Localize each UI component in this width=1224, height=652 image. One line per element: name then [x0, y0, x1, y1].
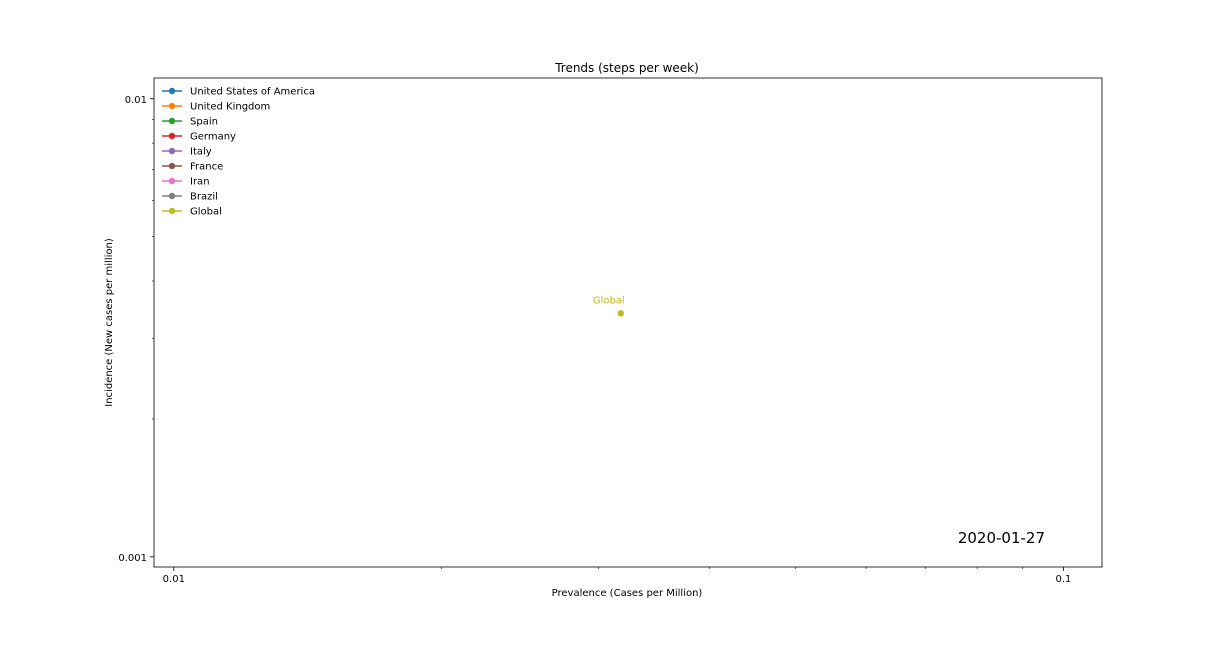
- y-tick-label: 0.01: [125, 95, 147, 106]
- legend-marker: [168, 147, 176, 155]
- date-label: 2020-01-27: [958, 529, 1045, 547]
- legend-label: United States of America: [190, 87, 315, 98]
- x-tick-label: 0.01: [163, 574, 185, 585]
- axes-frame: [153, 77, 1103, 568]
- legend-marker: [168, 192, 176, 200]
- legend-item: Iran: [162, 177, 210, 188]
- point-annotation: Global: [593, 295, 625, 306]
- legend-marker: [168, 177, 176, 185]
- legend-item: Brazil: [162, 192, 218, 203]
- legend-item: France: [162, 162, 223, 173]
- legend-marker: [168, 117, 176, 125]
- legend-label: Spain: [190, 117, 218, 128]
- legend-label: Global: [190, 207, 222, 218]
- plot-area: Global: [593, 295, 625, 317]
- legend-item: Germany: [162, 132, 236, 143]
- legend-label: United Kingdom: [190, 102, 270, 113]
- axis-ticks: 0.01 0.1 0.01 0.001: [118, 95, 1071, 585]
- legend-marker: [168, 87, 176, 95]
- y-tick-label: 0.001: [118, 553, 147, 564]
- legend-label: France: [190, 162, 223, 173]
- chart-title: Trends (steps per week): [554, 61, 699, 75]
- legend-item: Global: [162, 207, 222, 218]
- legend-label: Brazil: [190, 192, 218, 203]
- legend: United States of America United Kingdom Sp…: [162, 87, 315, 218]
- legend-label: Iran: [190, 177, 210, 188]
- legend-item: United States of America: [162, 87, 315, 98]
- legend-marker: [168, 102, 176, 110]
- legend-item: Italy: [162, 147, 212, 158]
- legend-marker: [168, 132, 176, 140]
- legend-marker: [168, 207, 176, 215]
- legend-marker: [168, 162, 176, 170]
- legend-item: United Kingdom: [162, 102, 270, 113]
- legend-item: Spain: [162, 117, 218, 128]
- y-axis-label: Incidence (New cases per million): [104, 238, 115, 407]
- legend-label: Italy: [190, 147, 212, 158]
- x-tick-label: 0.1: [1055, 574, 1071, 585]
- x-axis-label: Prevalence (Cases per Million): [552, 588, 703, 599]
- data-point: [617, 310, 624, 317]
- legend-label: Germany: [190, 132, 236, 143]
